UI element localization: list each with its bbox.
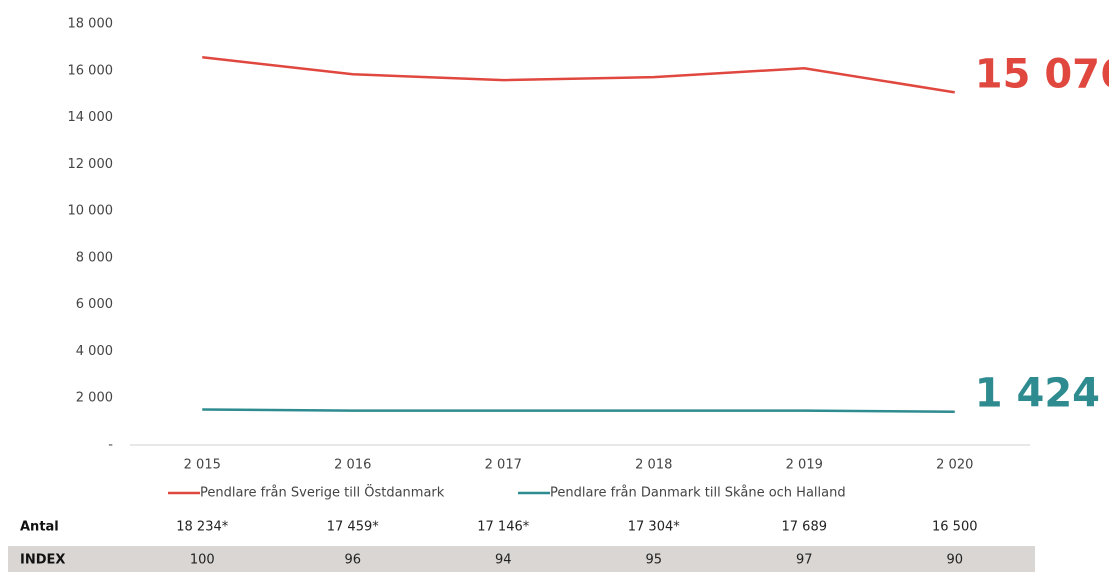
y-tick-label: 18 000 (68, 17, 114, 32)
table-row-band (8, 546, 1035, 572)
y-tick-label: - (108, 438, 113, 453)
x-tick-label: 2 015 (184, 458, 221, 473)
series-line (202, 408, 955, 413)
x-tick-label: 2 016 (334, 458, 371, 473)
x-tick-label: 2 020 (936, 458, 973, 473)
table-cell: 97 (796, 553, 813, 568)
x-tick-label: 2 019 (786, 458, 823, 473)
y-tick-label: 14 000 (68, 110, 114, 125)
table-cell: 18 234* (176, 520, 228, 535)
y-tick-label: 2 000 (76, 391, 113, 406)
y-tick-label: 6 000 (76, 297, 113, 312)
y-tick-label: 8 000 (76, 250, 113, 265)
table-cell: 95 (645, 553, 662, 568)
y-tick-label: 16 000 (68, 63, 114, 78)
value-label: 1 424 (975, 371, 1100, 417)
value-label: 15 076 (975, 51, 1109, 97)
table-cell: 90 (946, 553, 963, 568)
table-cell: 96 (344, 553, 361, 568)
table-cell: 17 146* (477, 520, 529, 535)
table-cell: 16 500 (932, 520, 978, 535)
table-cell: 94 (495, 553, 512, 568)
legend-label: Pendlare från Danmark till Skåne och Hal… (550, 486, 846, 501)
y-tick-label: 10 000 (68, 204, 114, 219)
table-cell: 17 459* (327, 520, 379, 535)
x-tick-label: 2 017 (485, 458, 522, 473)
table-cell: 17 689 (782, 520, 828, 535)
table-row-header: INDEX (20, 553, 65, 568)
table-row-header: Antal (20, 520, 59, 535)
y-tick-label: 12 000 (68, 157, 114, 172)
table-cell: 17 304* (628, 520, 680, 535)
series-line (202, 55, 955, 94)
legend-label: Pendlare från Sverige till Östdanmark (200, 484, 445, 501)
y-tick-label: 4 000 (76, 344, 113, 359)
x-tick-label: 2 018 (635, 458, 672, 473)
table-cell: 100 (190, 553, 215, 568)
